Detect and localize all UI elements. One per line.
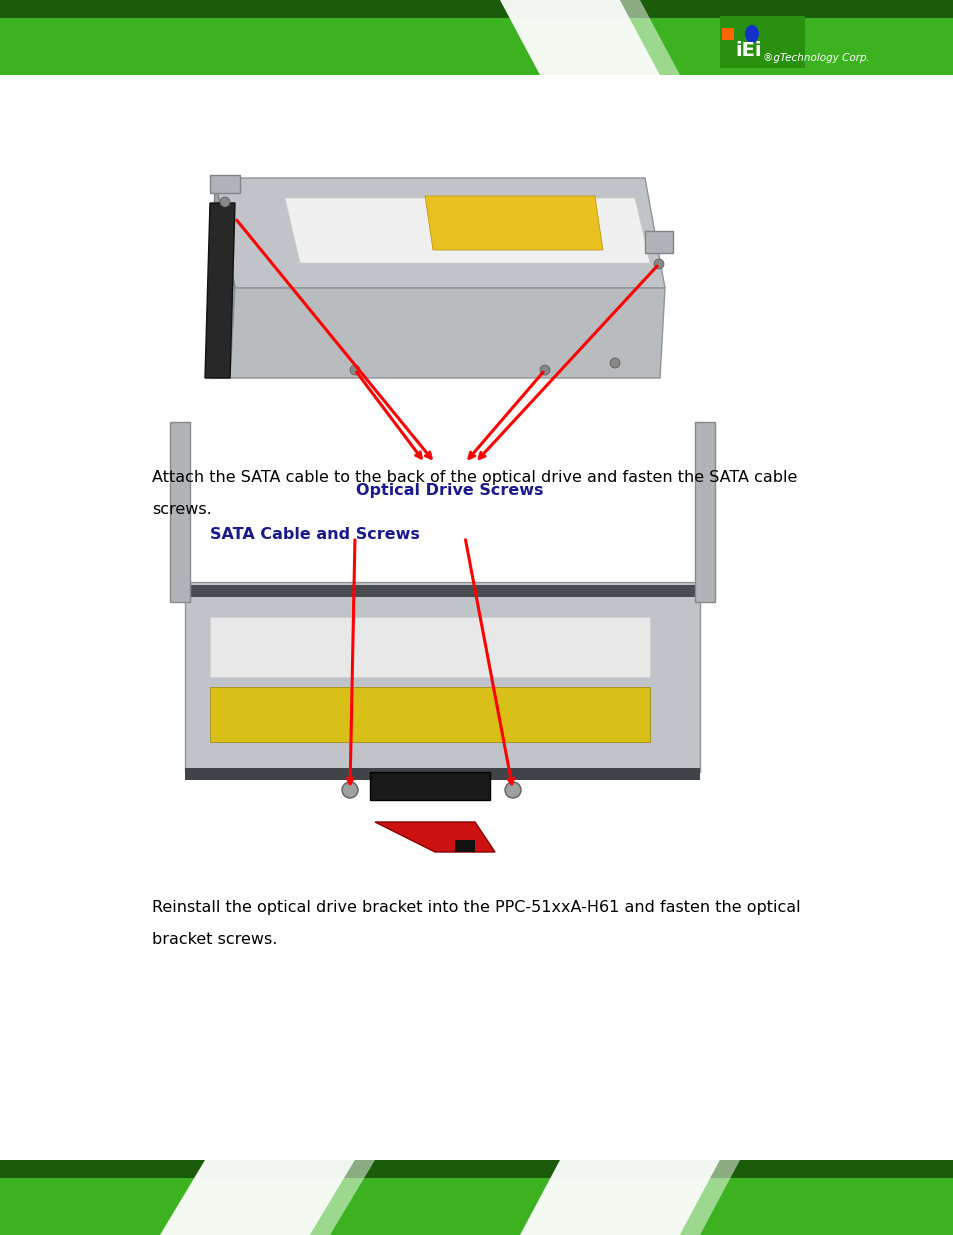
- Polygon shape: [230, 288, 664, 378]
- Polygon shape: [160, 1160, 355, 1235]
- Text: Optical Drive Screws: Optical Drive Screws: [355, 483, 543, 498]
- Bar: [0, 1160, 953, 1178]
- Text: ®gTechnology Corp.: ®gTechnology Corp.: [762, 53, 869, 63]
- Bar: [170, 422, 190, 601]
- Bar: [0, 0, 953, 19]
- Polygon shape: [375, 823, 495, 852]
- Polygon shape: [519, 1160, 720, 1235]
- Polygon shape: [210, 178, 234, 378]
- Text: SATA Cable and Screws: SATA Cable and Screws: [210, 527, 419, 542]
- Text: iEi: iEi: [734, 41, 760, 59]
- Text: bracket screws.: bracket screws.: [152, 932, 277, 947]
- Bar: [0, 0, 953, 75]
- Polygon shape: [285, 198, 649, 263]
- Text: Attach the SATA cable to the back of the optical drive and fasten the SATA cable: Attach the SATA cable to the back of the…: [152, 471, 797, 485]
- Circle shape: [341, 782, 357, 798]
- Bar: [210, 175, 240, 193]
- Bar: [695, 422, 714, 601]
- Ellipse shape: [744, 25, 759, 43]
- Circle shape: [654, 259, 663, 269]
- Bar: [185, 585, 700, 597]
- Polygon shape: [679, 1160, 740, 1235]
- Bar: [154, 542, 724, 852]
- Bar: [210, 687, 649, 742]
- Polygon shape: [499, 0, 659, 75]
- Circle shape: [504, 782, 520, 798]
- Bar: [721, 28, 733, 40]
- Circle shape: [220, 198, 230, 207]
- Circle shape: [350, 366, 359, 375]
- Bar: [370, 772, 490, 800]
- Polygon shape: [619, 0, 679, 75]
- Circle shape: [539, 366, 550, 375]
- Polygon shape: [185, 582, 700, 772]
- Polygon shape: [205, 203, 234, 378]
- Bar: [720, 16, 804, 68]
- Bar: [185, 768, 700, 781]
- Polygon shape: [310, 1160, 375, 1235]
- Text: screws.: screws.: [152, 501, 212, 517]
- Bar: [644, 231, 672, 253]
- Circle shape: [609, 358, 619, 368]
- Polygon shape: [424, 196, 602, 249]
- Bar: [154, 88, 724, 429]
- Polygon shape: [214, 178, 664, 288]
- Bar: [210, 618, 649, 677]
- Bar: [455, 840, 475, 852]
- Text: Reinstall the optical drive bracket into the PPC-51xxA-H61 and fasten the optica: Reinstall the optical drive bracket into…: [152, 900, 800, 915]
- Bar: [0, 1160, 953, 1235]
